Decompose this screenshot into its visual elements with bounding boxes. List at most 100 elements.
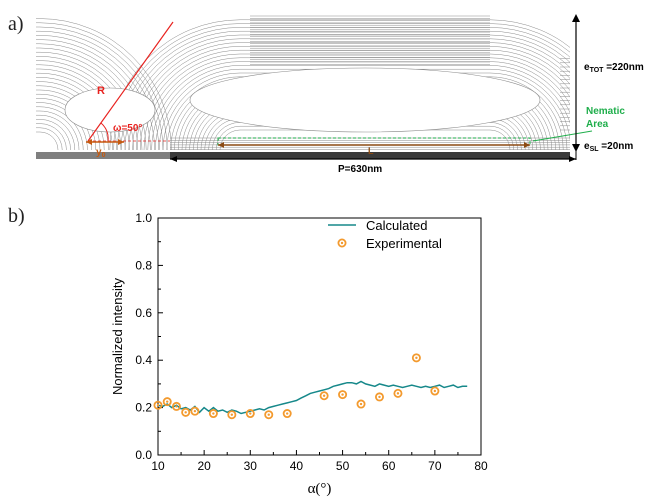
radius-label: R bbox=[97, 85, 105, 97]
omega-label: ω=50° bbox=[113, 123, 142, 134]
experimental-point bbox=[171, 401, 181, 411]
x-tick-label: 10 bbox=[151, 459, 165, 473]
substrate-grey bbox=[36, 152, 170, 159]
experimental-point-center bbox=[166, 400, 169, 403]
experimental-point bbox=[282, 409, 292, 419]
lamella-left-grain bbox=[36, 119, 71, 151]
intensity-chart: 10 20 30 40 50 60 70 800.00.20.40.60.81.0 α(°) … bbox=[110, 211, 488, 497]
experimental-point-center bbox=[359, 402, 363, 406]
experimental-point bbox=[356, 399, 366, 409]
experimental-point bbox=[393, 388, 403, 398]
y-tick-label: 0.0 bbox=[135, 448, 152, 462]
experimental-point-center bbox=[286, 412, 289, 415]
legend-point-swatch bbox=[337, 238, 347, 248]
lamella-left-grain bbox=[36, 39, 151, 151]
y0-arrow-head-left bbox=[86, 139, 92, 145]
experimental-point bbox=[430, 386, 440, 396]
experimental-point-center bbox=[175, 405, 178, 408]
etot-label: eTOT =220nm bbox=[584, 62, 644, 74]
x-tick-label: 70 bbox=[428, 459, 442, 473]
lamella-left-grain bbox=[36, 51, 139, 151]
lamella-center-grain bbox=[113, 23, 570, 151]
experimental-point-center bbox=[249, 412, 252, 415]
experimental-point bbox=[264, 410, 274, 420]
experimental-point bbox=[153, 400, 163, 410]
calculated-line bbox=[157, 380, 468, 415]
y-tick-label: 0.4 bbox=[135, 353, 152, 367]
lamella-left-grain bbox=[36, 35, 155, 151]
experimental-point-center bbox=[396, 392, 400, 395]
omega-arc bbox=[100, 122, 109, 142]
experimental-point bbox=[162, 397, 172, 407]
legend-point-swatch-center bbox=[340, 241, 344, 245]
panel-a-label: a) bbox=[8, 13, 24, 35]
series-layer bbox=[153, 353, 468, 420]
y-axis-label: Normalized intensity bbox=[110, 277, 125, 395]
x-tick-label: 30 bbox=[244, 459, 258, 473]
lamella-left-grain bbox=[36, 127, 63, 151]
lamella-left-grain bbox=[36, 114, 76, 151]
substrate-dark bbox=[170, 152, 570, 159]
experimental-point bbox=[319, 391, 329, 401]
experimental-point-center bbox=[156, 404, 160, 407]
center-void bbox=[189, 67, 541, 133]
lamella-left-grain bbox=[36, 43, 147, 151]
lamella-left-grain bbox=[36, 131, 59, 151]
nematic-label-line2: Area bbox=[586, 119, 609, 130]
experimental-point-center bbox=[322, 394, 326, 397]
nematic-label-line1: Nematic bbox=[586, 106, 625, 117]
lamella-left-grain bbox=[36, 18, 172, 151]
x-tick-label: 60 bbox=[382, 459, 396, 473]
legend: Calculated Experimental bbox=[328, 218, 442, 251]
nematic-area-box bbox=[217, 137, 531, 146]
legend-label: Calculated bbox=[366, 218, 427, 233]
x-tick-label: 80 bbox=[474, 459, 488, 473]
experimental-point-center bbox=[193, 409, 197, 413]
period-label: P=630nm bbox=[338, 164, 382, 175]
experimental-point bbox=[411, 353, 421, 363]
lamella-center-grain bbox=[117, 27, 570, 151]
experimental-point-center bbox=[378, 395, 381, 399]
lamella-center-grain bbox=[143, 53, 570, 151]
length-arrow-head-right bbox=[524, 142, 530, 148]
y-tick-label: 0.2 bbox=[135, 401, 152, 415]
y-tick-label: 1.0 bbox=[135, 211, 152, 225]
experimental-point-center bbox=[212, 412, 215, 415]
x-tick-label: 50 bbox=[336, 459, 350, 473]
y0-arrow-head-right bbox=[118, 139, 124, 145]
lamella-left-grain bbox=[36, 123, 67, 151]
lamella-center-grain bbox=[151, 61, 570, 151]
experimental-point bbox=[208, 409, 218, 419]
experimental-point bbox=[374, 392, 384, 402]
experimental-point-center bbox=[230, 413, 234, 416]
x-axis-label: α(°) bbox=[308, 481, 332, 497]
lamella-left-grain bbox=[36, 47, 143, 151]
lamella-left-grain bbox=[36, 22, 168, 151]
legend-label: Experimental bbox=[366, 236, 442, 251]
lamella-center-grain bbox=[139, 49, 570, 151]
experimental-point-center bbox=[433, 389, 437, 393]
experimental-point bbox=[245, 409, 255, 419]
experimental-point-center bbox=[341, 393, 344, 396]
experimental-point bbox=[190, 406, 200, 416]
nematic-pointer bbox=[532, 130, 593, 142]
experimental-point bbox=[181, 407, 191, 417]
x-tick-label: 20 bbox=[197, 459, 211, 473]
length-arrow-head-left bbox=[218, 142, 224, 148]
experimental-point-center bbox=[184, 411, 187, 414]
radius-line bbox=[87, 21, 174, 142]
lamella-center-grain bbox=[147, 57, 570, 151]
period-arrow-head-right bbox=[569, 156, 576, 162]
experimental-point bbox=[338, 390, 348, 400]
length-label: L bbox=[368, 146, 374, 156]
x-tick-label: 40 bbox=[290, 459, 304, 473]
experimental-point-center bbox=[267, 413, 270, 416]
etot-arrow-head-top bbox=[572, 14, 580, 22]
period-arrow-head-left bbox=[170, 156, 177, 162]
plot-frame bbox=[157, 217, 482, 456]
y0-label: y0 bbox=[96, 147, 106, 159]
experimental-point-center bbox=[415, 356, 418, 360]
panel-b-label: b) bbox=[8, 205, 25, 227]
lamella-left-grain bbox=[36, 64, 126, 151]
